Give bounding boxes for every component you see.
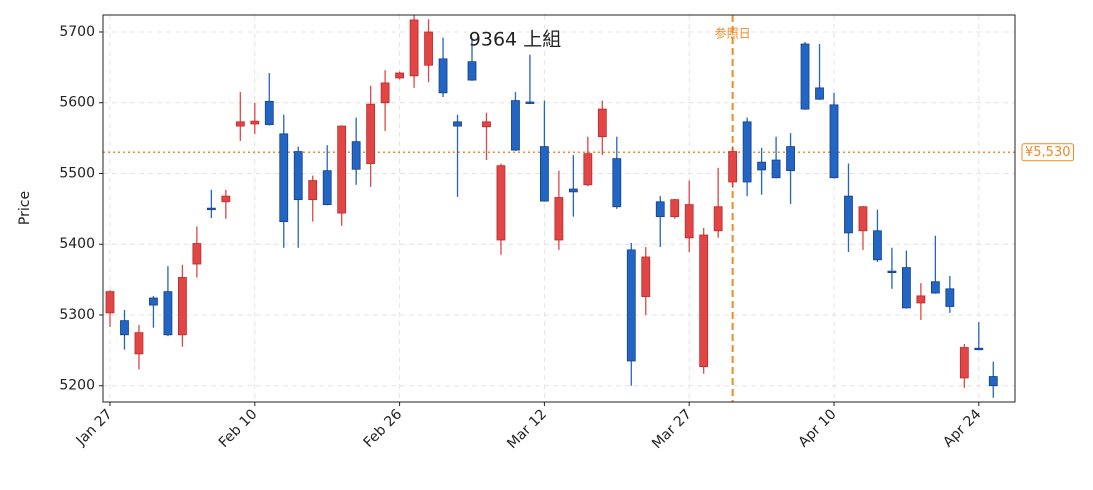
candle-body [771,159,781,179]
x-tick-label: Mar 12 [504,406,550,452]
candle-body [453,121,462,127]
candle-body [308,180,318,201]
y-tick-label: 5300 [59,307,95,323]
candle-body [713,206,723,232]
candle-body [177,277,187,336]
plot-frame [102,14,1016,403]
x-tick-label: Apr 24 [940,406,984,450]
candle-body [163,291,173,336]
candle-body [366,103,376,164]
candle-body [337,125,347,214]
candle-body [206,207,216,211]
candle-body [351,141,361,170]
candle-body [250,120,260,125]
x-tick-label: Apr 10 [795,406,839,450]
candle-body [974,347,984,351]
reference-price-label: ¥5,530 [1025,145,1071,160]
candle-body [540,146,549,202]
candle-body [482,121,491,128]
candle-body [293,151,303,201]
candle-body [279,133,289,222]
candle-body [322,170,332,206]
candle-body [438,58,448,94]
candle-body [626,249,636,362]
y-tick-label: 5500 [59,165,95,181]
candle-body [149,297,158,306]
candle-body [930,281,940,294]
candle-body [235,121,245,127]
candle-body [568,188,578,193]
candle-body [829,104,839,179]
candle-body [742,121,752,183]
candle-body [728,151,738,183]
x-tick-label: Feb 10 [216,406,261,451]
candle-body [612,158,622,208]
y-tick-label: 5400 [59,236,95,252]
candle-body [597,108,607,138]
candle-body [583,153,593,186]
candle-body [815,87,824,100]
candle-body [887,270,897,274]
candle-body [902,267,911,309]
x-tick-label: Mar 27 [649,406,695,452]
candle-body [858,206,868,232]
y-tick-label: 5600 [59,95,95,111]
candle-body [916,295,926,304]
candle-body [496,165,506,241]
candle-body [873,230,882,261]
y-tick-label: 5200 [59,378,95,394]
candle-body [641,256,651,297]
candle-body [511,100,520,151]
chart-title: 9364 上組 [469,29,561,51]
candle-body [655,201,665,218]
x-tick-label: Jan 27 [73,406,116,449]
x-tick-label: Feb 26 [361,406,406,451]
candle-body [120,320,129,336]
candle-body [409,19,419,77]
candle-body [105,291,115,314]
candle-body [424,31,433,66]
candle-body [684,204,694,239]
candle-body [395,72,405,79]
reference-date-label: 参照日 [715,26,751,41]
candle-body [264,100,274,126]
candle-body [699,234,709,368]
candle-body [757,161,766,171]
candle-body [380,82,390,104]
candle-body [844,195,853,234]
candle-body [192,243,202,265]
candle-body [786,146,795,172]
candle-body [467,61,477,81]
y-tick-label: 5700 [59,24,95,40]
candle-body [525,101,535,104]
candle-body [800,43,810,110]
y-axis-label: Price [17,191,33,225]
candle-body [554,197,564,241]
candle-body [988,376,998,387]
candle-body [221,195,231,203]
candle-body [945,288,955,307]
candle-body [959,347,969,379]
reference-price-box [1021,143,1074,162]
candle-body [134,332,144,355]
candle-body [670,199,680,218]
